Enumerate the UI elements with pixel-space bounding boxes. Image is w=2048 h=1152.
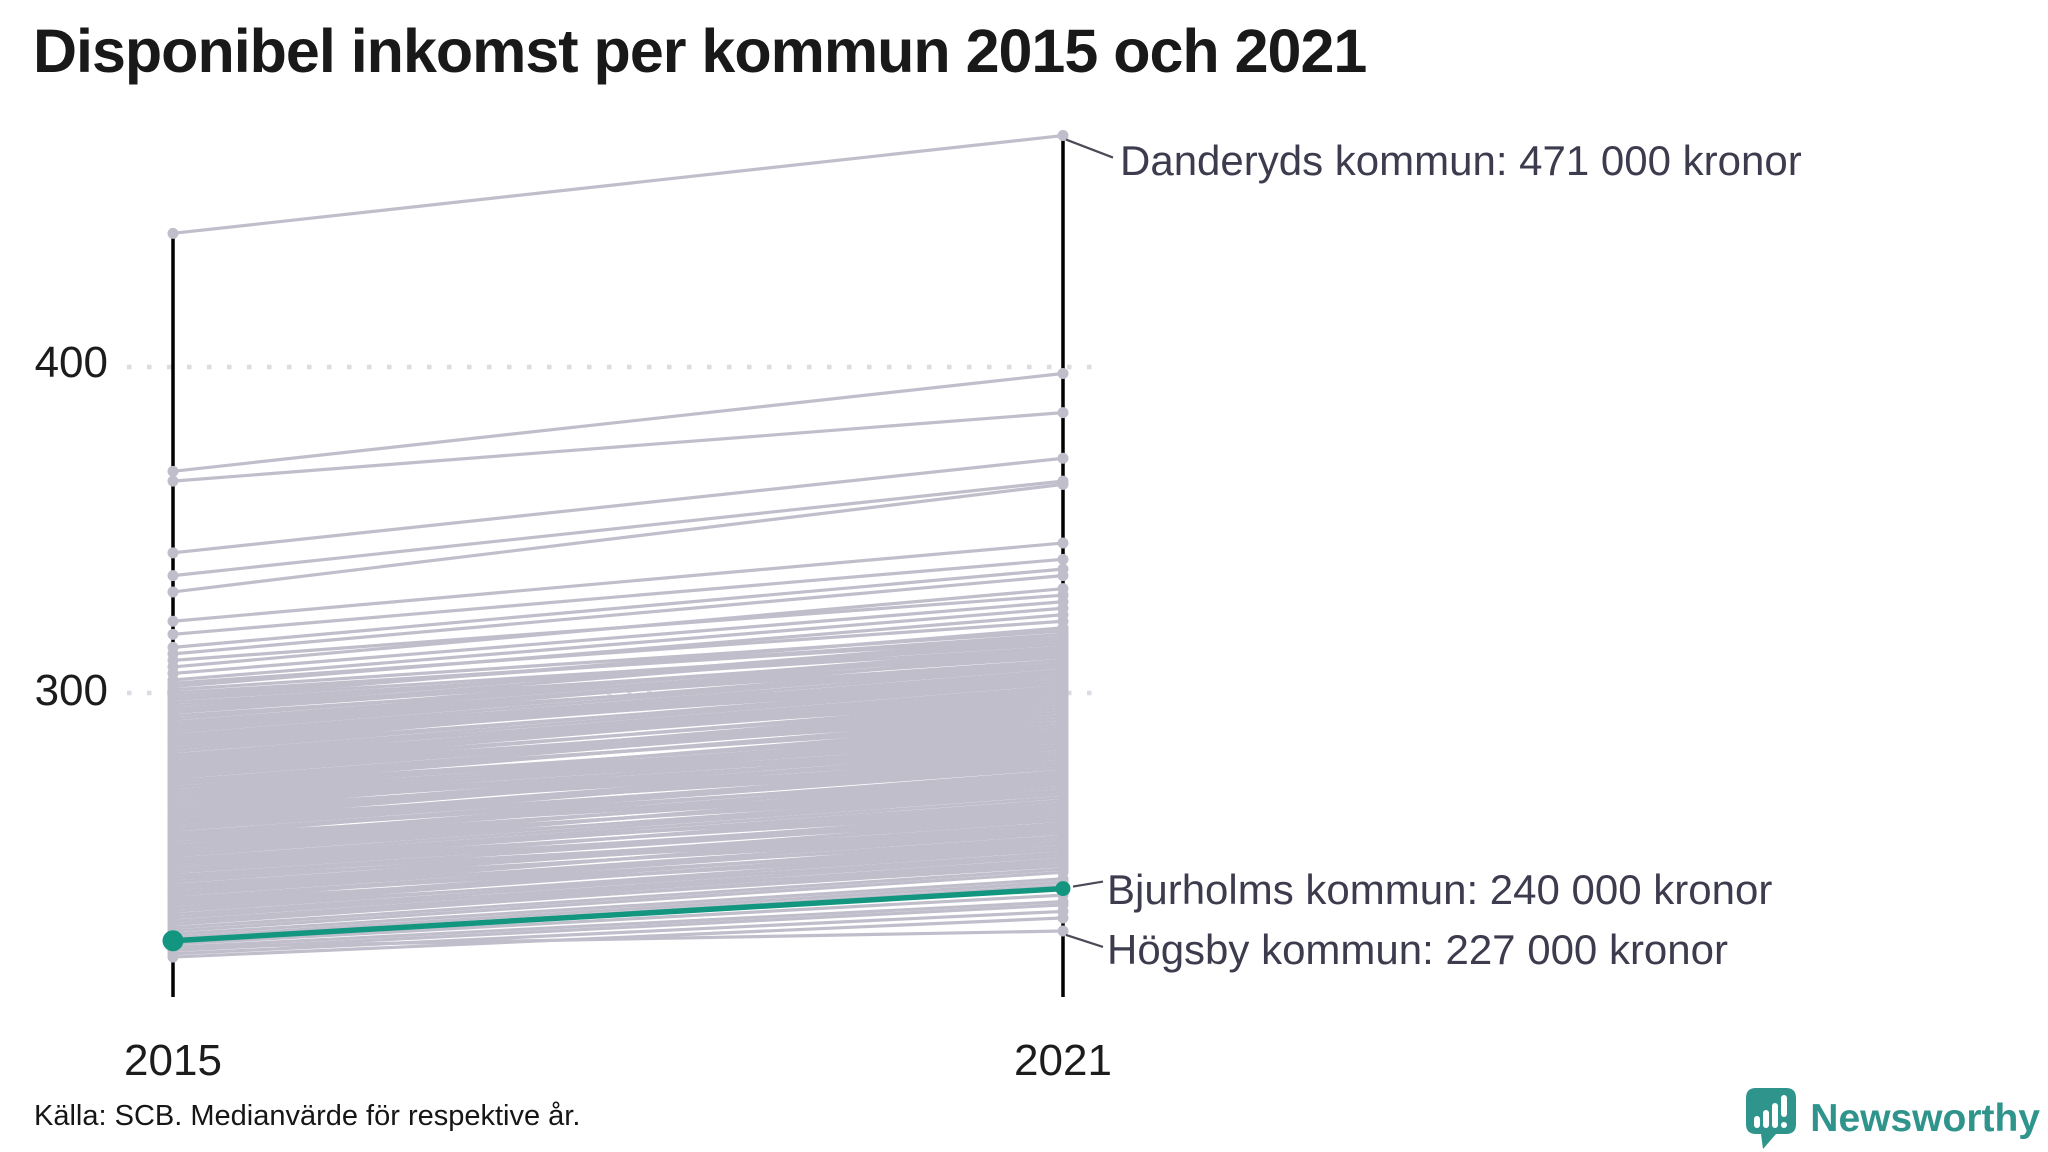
annotation-danderyd: Danderyds kommun: 471 000 kronor <box>1120 137 1802 184</box>
annotation-bjurholm: Bjurholms kommun: 240 000 kronor <box>1107 866 1773 913</box>
newsworthy-wordmark: Newsworthy <box>1810 1097 2040 1140</box>
x-axis-label-2021: 2021 <box>1014 1036 1112 1085</box>
annotation-hogsby: Högsby kommun: 227 000 kronor <box>1107 926 1728 973</box>
x-axis-label-2015: 2015 <box>124 1036 222 1085</box>
y-axis-tick-400: 400 <box>34 338 108 387</box>
newsworthy-logo[interactable]: Newsworthy <box>1746 1088 2040 1150</box>
chart-title: Disponibel inkomst per kommun 2015 och 2… <box>33 17 1367 85</box>
y-axis-tick-300: 300 <box>34 666 108 715</box>
newsworthy-logo-icon <box>1746 1088 1797 1149</box>
source-note: Källa: SCB. Medianvärde för respektive å… <box>34 1100 581 1132</box>
